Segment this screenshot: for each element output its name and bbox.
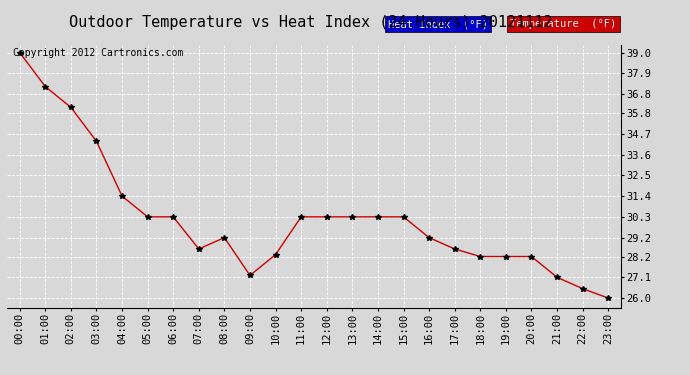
- Text: Outdoor Temperature vs Heat Index (24 Hours) 20121112: Outdoor Temperature vs Heat Index (24 Ho…: [69, 15, 552, 30]
- Text: Temperature  (°F): Temperature (°F): [511, 19, 617, 29]
- Text: Copyright 2012 Cartronics.com: Copyright 2012 Cartronics.com: [13, 48, 184, 58]
- Text: Heat Index  (°F): Heat Index (°F): [388, 19, 488, 29]
